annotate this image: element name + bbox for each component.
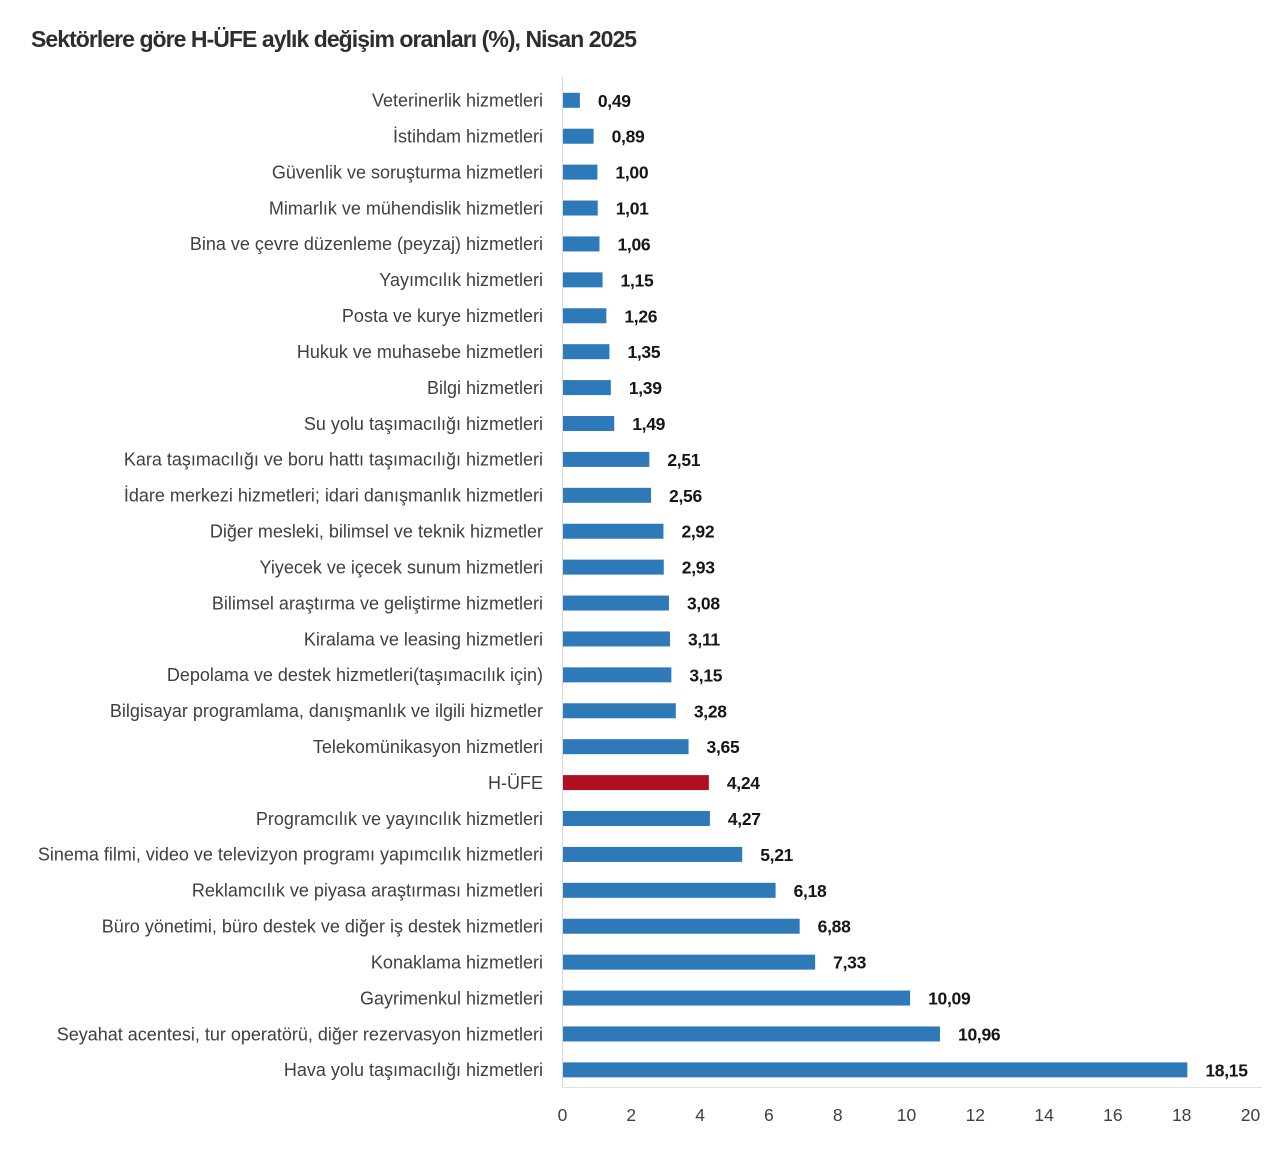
svg-text:Programcılık ve yayıncılık hiz: Programcılık ve yayıncılık hizmetleri	[256, 809, 543, 829]
svg-text:14: 14	[1034, 1105, 1054, 1125]
svg-text:10: 10	[897, 1105, 917, 1125]
svg-text:10,09: 10,09	[928, 989, 971, 1009]
svg-text:Telekomünikasyon hizmetleri: Telekomünikasyon hizmetleri	[313, 737, 543, 757]
svg-text:0,49: 0,49	[598, 91, 631, 111]
svg-text:1,06: 1,06	[617, 234, 650, 254]
svg-text:0: 0	[558, 1105, 568, 1125]
svg-text:Veterinerlik hizmetleri: Veterinerlik hizmetleri	[372, 91, 543, 111]
svg-text:5,21: 5,21	[760, 845, 793, 865]
svg-text:Yiyecek ve içecek sunum hizmet: Yiyecek ve içecek sunum hizmetleri	[260, 557, 543, 577]
svg-text:1,35: 1,35	[627, 342, 660, 362]
svg-text:Seyahat acentesi, tur operatör: Seyahat acentesi, tur operatörü, diğer r…	[57, 1024, 543, 1044]
svg-text:Posta ve kurye hizmetleri: Posta ve kurye hizmetleri	[342, 306, 543, 326]
svg-text:1,49: 1,49	[632, 414, 665, 434]
svg-text:Depolama ve destek hizmetleri(: Depolama ve destek hizmetleri(taşımacılı…	[167, 665, 543, 685]
svg-text:10,96: 10,96	[958, 1024, 1001, 1044]
svg-text:8: 8	[833, 1105, 843, 1125]
svg-text:Büro yönetimi, büro destek ve: Büro yönetimi, büro destek ve diğer iş d…	[102, 917, 543, 937]
svg-text:Bilgi hizmetleri: Bilgi hizmetleri	[427, 378, 543, 398]
svg-text:16: 16	[1103, 1105, 1122, 1125]
svg-text:2,51: 2,51	[667, 450, 700, 470]
svg-text:2,92: 2,92	[681, 522, 714, 542]
svg-text:Kiralama ve leasing hizmetleri: Kiralama ve leasing hizmetleri	[304, 629, 543, 649]
svg-text:Diğer mesleki, bilimsel ve tek: Diğer mesleki, bilimsel ve teknik hizmet…	[210, 522, 543, 542]
svg-text:20: 20	[1241, 1105, 1261, 1125]
svg-text:4,27: 4,27	[728, 809, 761, 829]
svg-text:18: 18	[1172, 1105, 1191, 1125]
svg-text:1,15: 1,15	[621, 270, 654, 290]
svg-text:Hukuk ve muhasebe hizmetleri: Hukuk ve muhasebe hizmetleri	[297, 342, 543, 362]
svg-text:Konaklama hizmetleri: Konaklama hizmetleri	[371, 952, 543, 972]
svg-text:1,00: 1,00	[615, 163, 648, 183]
svg-text:Bina ve çevre düzenleme (peyza: Bina ve çevre düzenleme (peyzaj) hizmetl…	[190, 234, 543, 254]
svg-text:6: 6	[764, 1105, 774, 1125]
svg-text:1,39: 1,39	[629, 378, 662, 398]
svg-text:4: 4	[695, 1105, 705, 1125]
svg-text:H-ÜFE: H-ÜFE	[488, 773, 543, 793]
svg-text:12: 12	[966, 1105, 985, 1125]
svg-text:3,08: 3,08	[687, 594, 720, 614]
svg-text:3,65: 3,65	[707, 737, 740, 757]
svg-text:Yayımcılık hizmetleri: Yayımcılık hizmetleri	[379, 270, 543, 290]
svg-text:Sinema filmi, video ve televiz: Sinema filmi, video ve televizyon progra…	[38, 845, 543, 865]
svg-text:2: 2	[626, 1105, 636, 1125]
svg-text:0,89: 0,89	[612, 127, 645, 147]
svg-text:Hava yolu taşımacılığı hizmetl: Hava yolu taşımacılığı hizmetleri	[284, 1060, 543, 1080]
svg-text:Güvenlik ve soruşturma hizmetl: Güvenlik ve soruşturma hizmetleri	[272, 162, 543, 182]
svg-text:2,93: 2,93	[682, 558, 715, 578]
svg-text:Bilimsel araştırma ve geliştir: Bilimsel araştırma ve geliştirme hizmetl…	[212, 593, 543, 613]
svg-text:Sektörlere göre H-ÜFE aylık de: Sektörlere göre H-ÜFE aylık değişim oran…	[31, 26, 637, 52]
svg-text:Reklamcılık ve piyasa araştırm: Reklamcılık ve piyasa araştırması hizmet…	[192, 881, 543, 901]
svg-text:Gayrimenkul hizmetleri: Gayrimenkul hizmetleri	[360, 988, 543, 1008]
svg-text:4,24: 4,24	[727, 773, 760, 793]
svg-text:Mimarlık ve mühendislik hizmet: Mimarlık ve mühendislik hizmetleri	[269, 198, 543, 218]
svg-text:1,26: 1,26	[624, 306, 657, 326]
svg-text:6,18: 6,18	[794, 881, 827, 901]
svg-text:6,88: 6,88	[818, 917, 851, 937]
svg-text:3,11: 3,11	[688, 629, 720, 649]
svg-text:Su yolu taşımacılığı hizmetler: Su yolu taşımacılığı hizmetleri	[304, 414, 543, 434]
svg-text:Kara taşımacılığı ve boru hatt: Kara taşımacılığı ve boru hattı taşımacı…	[124, 450, 543, 470]
svg-text:3,15: 3,15	[689, 665, 722, 685]
svg-text:1,01: 1,01	[616, 199, 649, 219]
svg-text:2,56: 2,56	[669, 486, 702, 506]
svg-text:18,15: 18,15	[1205, 1060, 1248, 1080]
svg-text:Bilgisayar programlama, danışm: Bilgisayar programlama, danışmanlık ve i…	[110, 701, 543, 721]
svg-text:İdare merkezi hizmetleri; idar: İdare merkezi hizmetleri; idari danışman…	[124, 486, 543, 506]
svg-text:İstihdam hizmetleri: İstihdam hizmetleri	[393, 127, 543, 147]
svg-text:7,33: 7,33	[833, 953, 866, 973]
svg-text:3,28: 3,28	[694, 701, 727, 721]
